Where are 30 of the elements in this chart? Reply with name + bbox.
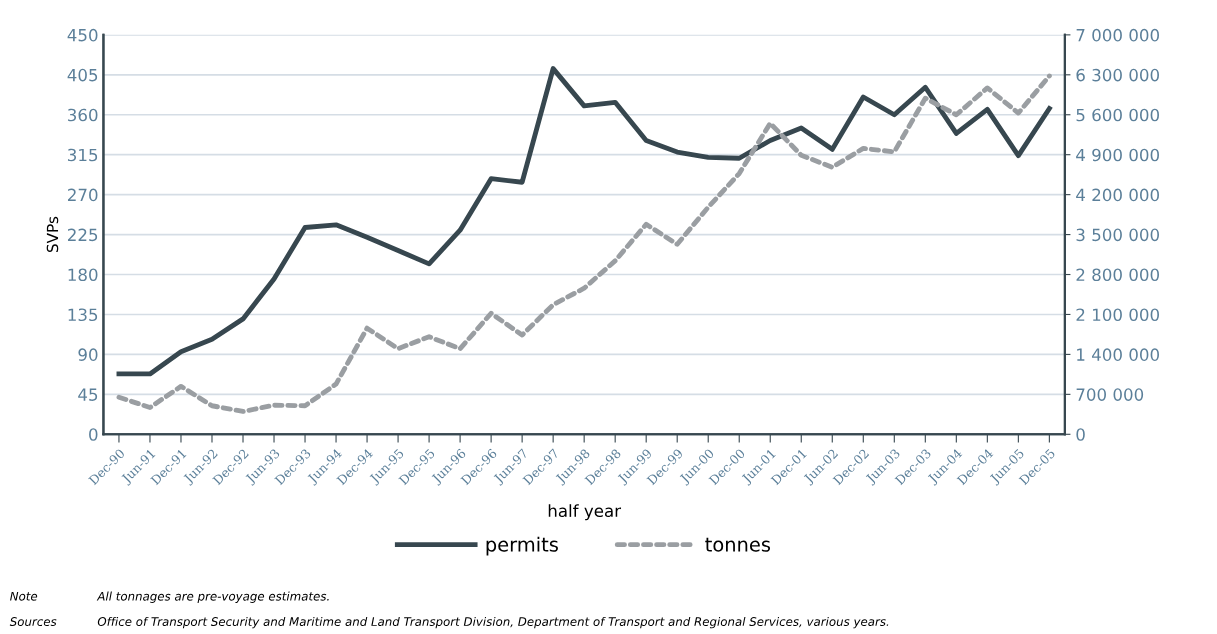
y-tick-label: 270 xyxy=(67,188,98,202)
y-tick-label: 0 xyxy=(89,428,98,441)
y-tick-label: 90 xyxy=(78,348,98,361)
text: Office of Transport Security and Maritime and Land Transport Division, Department of Transport and Regional Services, various years. xyxy=(97,616,889,629)
y-tick-label: 45 xyxy=(78,388,98,401)
y2-tick-label: 7 000 000 xyxy=(1076,28,1160,42)
legend-label: tonnes xyxy=(705,537,771,552)
y2-tick-label: 6 300 000 xyxy=(1076,68,1160,82)
y2-tick-label: 2 100 000 xyxy=(1076,308,1160,322)
y-tick-label: 225 xyxy=(67,228,98,242)
y2-tick-label: 700 000 xyxy=(1076,388,1144,401)
y-tick-label: 405 xyxy=(67,68,98,82)
text: All tonnages are pre-voyage estimates. xyxy=(96,591,329,603)
x-axis-title: half year xyxy=(548,504,622,521)
y2-tick-label: 3 500 000 xyxy=(1076,228,1160,242)
y-tick-label: 315 xyxy=(68,148,98,162)
text: Note xyxy=(10,591,38,601)
y-tick-label: 360 xyxy=(68,108,98,122)
y-tick-label: 180 xyxy=(68,268,98,282)
y2-tick-label: 4 200 000 xyxy=(1076,188,1160,202)
y-tick-label: 450 xyxy=(67,28,98,42)
y2-tick-label: 0 xyxy=(1076,428,1085,441)
text: Sources xyxy=(9,617,57,627)
y-axis-title: SVPs xyxy=(46,216,59,253)
legend-label: permits xyxy=(486,536,558,556)
y2-tick-label: 2 800 000 xyxy=(1076,268,1160,282)
y2-tick-label: 4 900 000 xyxy=(1076,148,1160,162)
y-tick-label: 135 xyxy=(68,308,98,322)
y2-tick-label: 5 600 000 xyxy=(1076,108,1160,122)
y2-tick-label: 1 400 000 xyxy=(1077,348,1160,361)
